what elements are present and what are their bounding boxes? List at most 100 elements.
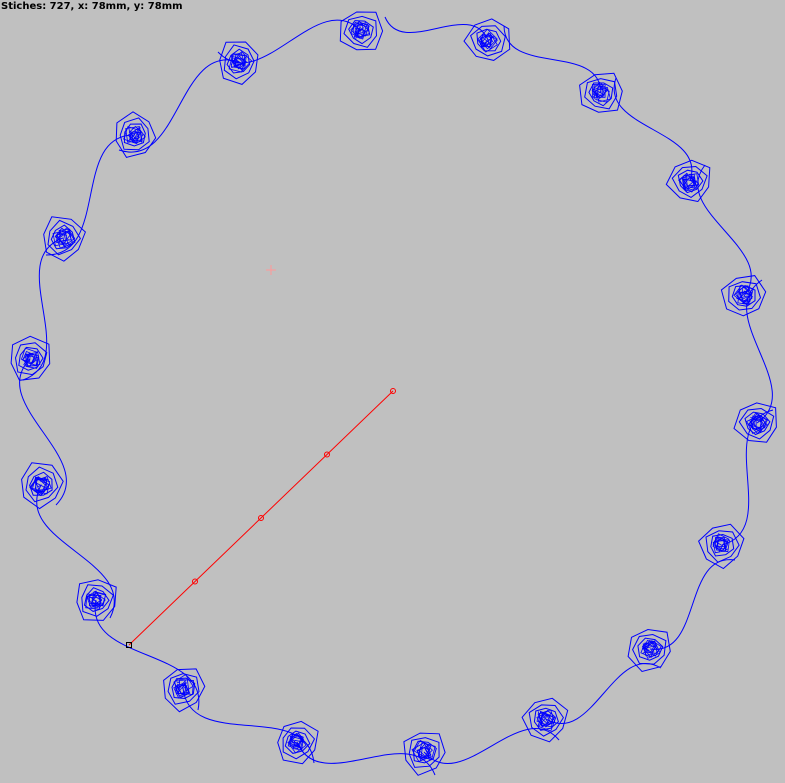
- stitch-connector: [697, 164, 752, 297]
- start-point-marker: [126, 642, 132, 648]
- jump-point-marker: [258, 515, 264, 521]
- spiral-ring: [163, 668, 206, 713]
- spiral-ring: [521, 697, 569, 743]
- fill-stitch: [356, 26, 361, 38]
- fill-stitch: [29, 350, 38, 366]
- spiral-ring: [223, 44, 255, 80]
- fill-stitch: [642, 649, 650, 654]
- spiral-ring: [343, 15, 378, 48]
- fill-stitch: [424, 748, 430, 757]
- fill-stitch: [127, 127, 141, 143]
- fill-stitch: [128, 127, 132, 140]
- fill-stitch: [752, 418, 764, 421]
- jump-point-marker: [390, 388, 396, 394]
- fill-stitch: [427, 747, 430, 760]
- spiral-ring: [579, 72, 623, 113]
- spiral-ring: [705, 530, 740, 563]
- spiral-ring: [744, 411, 771, 436]
- origin-marker: [266, 265, 276, 275]
- fill-stitch: [92, 594, 103, 602]
- fill-stitch: [298, 736, 304, 743]
- fill-stitch: [32, 356, 38, 363]
- fill-stitch: [417, 742, 436, 761]
- spiral-ring: [665, 159, 711, 203]
- spiral-ring: [81, 584, 114, 617]
- spiral-ring: [348, 20, 374, 45]
- fill-stitch: [722, 548, 728, 552]
- spiral-motif: [463, 18, 511, 61]
- fill-stitch: [37, 484, 42, 488]
- fill-stitch: [34, 476, 49, 481]
- spiral-ring: [733, 402, 777, 443]
- fill-stitch: [484, 32, 490, 38]
- fill-stitch: [738, 285, 753, 300]
- fill-stitch: [723, 539, 726, 549]
- spiral-ring: [29, 471, 53, 496]
- spiral-ring: [25, 466, 59, 503]
- fill-stitch: [359, 27, 364, 33]
- fill-stitch: [233, 57, 246, 67]
- fill-stitch: [228, 55, 246, 73]
- fill-stitch: [682, 178, 698, 182]
- spiral-ring: [528, 704, 564, 737]
- fill-stitch: [287, 735, 302, 750]
- fill-stitch: [643, 641, 655, 649]
- stitch-connector: [19, 358, 67, 506]
- jump-point-marker: [324, 451, 330, 458]
- fill-stitch: [292, 739, 304, 751]
- fill-stitch: [593, 89, 597, 95]
- spiral-motif: [115, 111, 157, 158]
- fill-stitch: [289, 735, 294, 742]
- fill-stitch: [231, 61, 247, 69]
- jump-line: [128, 390, 394, 646]
- fill-stitch: [91, 593, 106, 609]
- stitch-connector: [182, 687, 315, 764]
- stitch-connector: [118, 59, 240, 153]
- fill-stitch: [537, 714, 549, 727]
- spiral-ring: [119, 117, 150, 151]
- fill-stitch: [290, 741, 295, 744]
- spiral-ring: [408, 737, 440, 768]
- spiral-motif: [733, 402, 777, 443]
- spiral-ring: [533, 707, 559, 731]
- spiral-ring: [627, 628, 671, 673]
- fill-stitch: [598, 96, 601, 101]
- spiral-ring: [476, 28, 502, 52]
- fill-stitch: [739, 295, 748, 299]
- fill-stitch: [757, 415, 763, 425]
- spiral-motif: [219, 41, 259, 85]
- fill-stitch: [139, 138, 143, 143]
- spiral-ring: [403, 732, 446, 776]
- fill-stitch: [741, 291, 745, 293]
- stitch-connector: [503, 25, 602, 94]
- stitch-connector: [36, 484, 115, 619]
- fill-stitch: [641, 645, 649, 649]
- fill-stitch: [642, 641, 658, 656]
- fill-stitch: [678, 172, 695, 189]
- spiral-motif: [163, 668, 206, 713]
- spiral-ring: [284, 730, 311, 754]
- fill-stitch: [684, 173, 688, 182]
- spiral-ring: [219, 41, 259, 85]
- fill-stitch: [90, 603, 99, 608]
- fill-stitch: [183, 685, 188, 689]
- fill-stitch: [748, 414, 768, 434]
- fill-stitch: [25, 353, 30, 360]
- fill-stitch: [420, 743, 432, 750]
- spiral-ring: [469, 25, 506, 57]
- spiral-ring: [637, 637, 664, 661]
- stitch-connector: [45, 134, 136, 256]
- fill-stitch: [289, 734, 304, 749]
- fill-stitch: [540, 709, 556, 726]
- spiral-motif: [277, 720, 319, 765]
- stitch-connector: [384, 16, 489, 41]
- fill-stitch: [537, 711, 544, 728]
- spiral-ring: [21, 462, 64, 510]
- spiral-ring: [584, 78, 618, 110]
- fill-stitch: [291, 732, 305, 746]
- spiral-ring: [282, 727, 316, 760]
- fill-stitch: [176, 682, 187, 694]
- jump-point-marker: [192, 578, 198, 585]
